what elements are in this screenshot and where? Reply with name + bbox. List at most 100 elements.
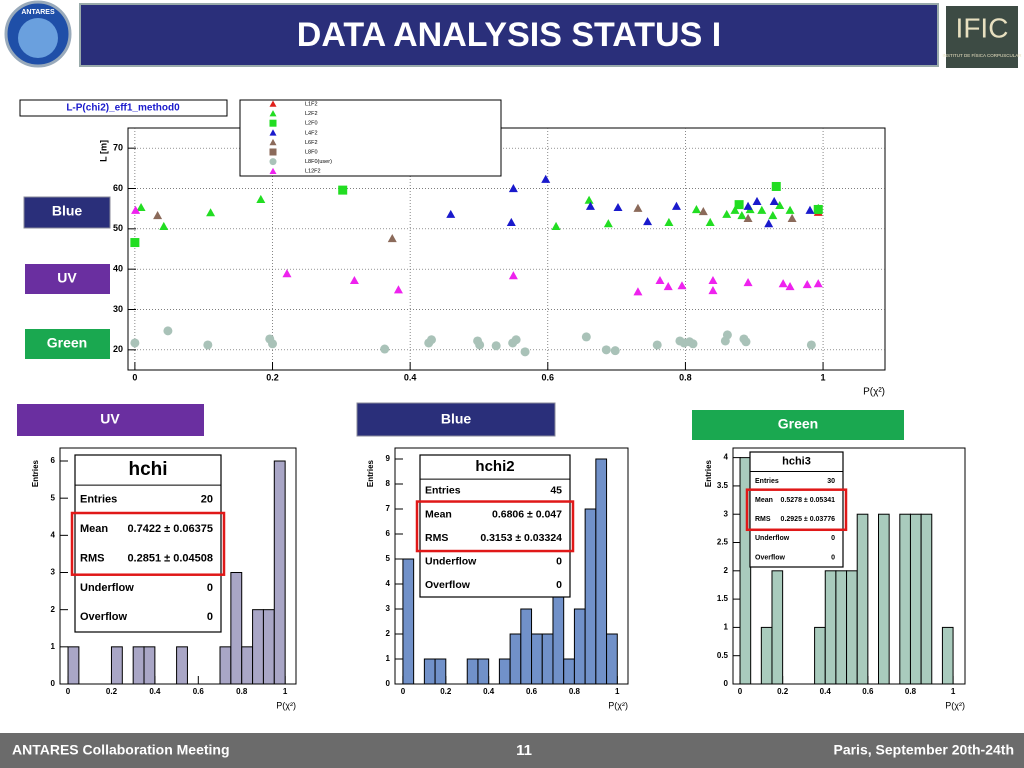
stats-key: Overflow bbox=[425, 579, 471, 591]
histogram-bar bbox=[941, 626, 954, 685]
stats-box bbox=[749, 451, 844, 568]
data-point bbox=[743, 213, 753, 222]
stats-highlight bbox=[415, 500, 575, 553]
data-point bbox=[775, 200, 785, 210]
legend-label: L2F2 bbox=[305, 111, 318, 117]
histogram-bar bbox=[434, 658, 447, 685]
histogram-bar bbox=[771, 570, 784, 685]
data-point bbox=[581, 332, 591, 342]
histogram-bar bbox=[541, 633, 554, 685]
x-tick-label: 1 bbox=[951, 687, 956, 696]
data-point bbox=[159, 221, 169, 231]
data-point bbox=[757, 205, 767, 214]
histogram-bar bbox=[552, 583, 565, 685]
legend-label: L4F2 bbox=[305, 130, 318, 136]
data-point bbox=[520, 347, 530, 357]
uv-label bbox=[17, 404, 204, 436]
x-tick-label: 0.8 bbox=[569, 687, 581, 696]
histogram-bar bbox=[899, 513, 911, 685]
data-point bbox=[722, 209, 732, 218]
green-label-text: Green bbox=[47, 335, 87, 351]
data-point bbox=[633, 287, 643, 296]
histogram-bar bbox=[176, 646, 188, 685]
y-tick-label: 7 bbox=[386, 504, 391, 513]
footer-left: ANTARES Collaboration Meeting bbox=[12, 742, 230, 758]
data-point bbox=[806, 340, 816, 350]
stats-key: Overflow bbox=[755, 554, 786, 561]
data-point bbox=[130, 338, 140, 348]
stats-value: 0.2851 ± 0.04508 bbox=[127, 552, 213, 564]
x-tick-label: 1 bbox=[615, 687, 620, 696]
histogram-bar bbox=[230, 572, 243, 685]
plot-frame bbox=[127, 127, 886, 371]
y-tick-label: 1 bbox=[386, 654, 391, 663]
data-point bbox=[491, 341, 501, 351]
ific-logo bbox=[946, 6, 1018, 68]
stats-key: Mean bbox=[755, 497, 773, 504]
y-tick-label: 30 bbox=[113, 304, 123, 314]
data-point bbox=[785, 205, 795, 214]
x-tick-label: 0.4 bbox=[483, 687, 495, 696]
data-point bbox=[787, 213, 797, 222]
data-point bbox=[737, 211, 747, 220]
data-point bbox=[508, 271, 518, 280]
stats-value: 0 bbox=[831, 535, 835, 542]
y-tick-label: 20 bbox=[113, 344, 123, 354]
data-point bbox=[508, 184, 518, 193]
green-label-text: Green bbox=[778, 416, 818, 432]
y-tick-label: 6 bbox=[51, 456, 56, 465]
y-axis-label: L [m] bbox=[98, 140, 108, 162]
uv-label-text: UV bbox=[57, 270, 77, 286]
histogram-bar bbox=[509, 633, 522, 685]
x-tick-label: 1 bbox=[821, 372, 826, 382]
stats-key: Underflow bbox=[755, 535, 790, 542]
y-tick-label: 1 bbox=[724, 623, 729, 632]
stats-value: 45 bbox=[550, 485, 562, 497]
uv-label-text: UV bbox=[100, 411, 120, 427]
legend-marker bbox=[269, 138, 277, 146]
x-tick-label: 0.2 bbox=[266, 372, 279, 382]
data-point bbox=[387, 234, 397, 243]
data-point bbox=[705, 217, 715, 226]
legend-label: L6F2 bbox=[305, 140, 318, 146]
stats-key: Entries bbox=[80, 494, 117, 506]
data-point bbox=[153, 211, 163, 220]
x-axis-label: P(χ²) bbox=[863, 387, 885, 398]
histogram-bar bbox=[110, 646, 123, 685]
x-tick-label: 0.8 bbox=[236, 687, 248, 696]
data-point bbox=[722, 330, 732, 340]
x-tick-label: 0.6 bbox=[862, 687, 874, 696]
legend-label: L1F2 bbox=[305, 101, 318, 107]
histogram-bar bbox=[143, 646, 156, 685]
x-tick-label: 0.6 bbox=[542, 372, 555, 382]
data-point bbox=[752, 196, 762, 206]
x-axis-label: P(χ²) bbox=[945, 700, 965, 710]
data-point bbox=[610, 346, 620, 356]
data-point bbox=[708, 286, 718, 295]
histogram-bar bbox=[573, 608, 586, 685]
histogram-bar bbox=[584, 508, 597, 685]
histogram-bar bbox=[563, 658, 575, 685]
legend-marker bbox=[269, 100, 277, 107]
data-point bbox=[813, 279, 823, 288]
data-point bbox=[741, 337, 751, 347]
data-point bbox=[131, 205, 141, 214]
data-point bbox=[268, 339, 278, 349]
stats-value: 0 bbox=[556, 579, 562, 591]
data-point bbox=[426, 335, 436, 345]
stats-key: Entries bbox=[755, 478, 779, 485]
data-point bbox=[446, 209, 456, 218]
page-number: 11 bbox=[516, 742, 532, 759]
histogram-bar bbox=[252, 609, 264, 685]
y-axis-label: Entries bbox=[31, 459, 40, 487]
stats-value: 0.5278 ± 0.05341 bbox=[781, 497, 836, 504]
data-point bbox=[691, 204, 701, 214]
data-point bbox=[475, 340, 485, 350]
y-tick-label: 50 bbox=[113, 223, 123, 233]
x-tick-label: 0.2 bbox=[106, 687, 118, 696]
data-point bbox=[203, 340, 213, 350]
legend-label: L8F0 bbox=[305, 149, 318, 155]
histogram-bar bbox=[262, 609, 275, 685]
stats-value: 0.6806 ± 0.047 bbox=[492, 508, 562, 520]
